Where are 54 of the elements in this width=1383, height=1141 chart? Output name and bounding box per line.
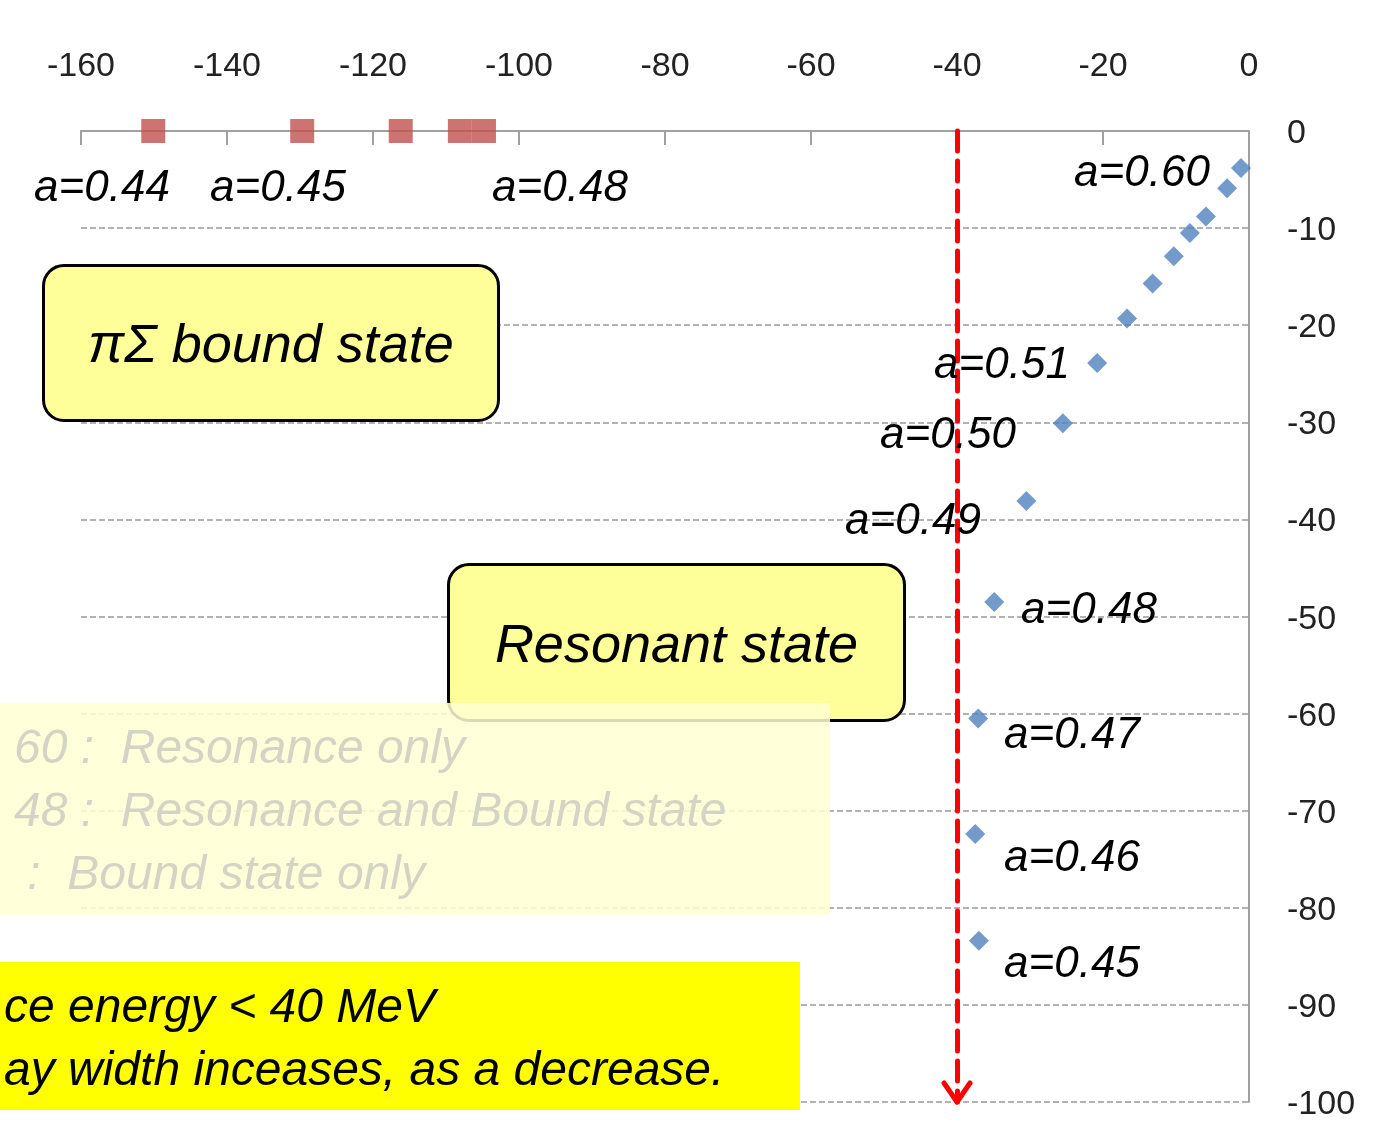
y-tick-label: -20 — [1287, 306, 1337, 345]
y-tick-label: -60 — [1287, 694, 1337, 733]
annotation: a=0.50 — [880, 407, 1017, 457]
x-tick-label: -60 — [786, 45, 836, 83]
annotation: a=0.51 — [934, 337, 1070, 387]
x-tick-label: -100 — [484, 45, 554, 83]
point — [1217, 178, 1238, 199]
point — [471, 119, 496, 143]
y-tick-label: -30 — [1287, 403, 1337, 442]
annotation: a=0.45 — [210, 160, 347, 210]
annotation: a=0.46 — [1004, 830, 1141, 880]
y-tick-label: -50 — [1287, 597, 1337, 636]
x-tick-label: -20 — [1078, 45, 1128, 83]
annotation: a=0.44 — [34, 160, 170, 210]
annotation: a=0.60 — [1074, 145, 1211, 195]
annotation: a=0.48 — [1021, 582, 1158, 632]
annotation: a=0.47 — [1004, 707, 1142, 757]
point — [1087, 353, 1108, 374]
y-tick-label: -40 — [1287, 500, 1337, 539]
x-tick-label: -40 — [932, 45, 982, 83]
x-tick-label: -160 — [46, 45, 116, 83]
point — [1016, 490, 1037, 511]
point — [1230, 157, 1251, 178]
y-tick-label: -90 — [1287, 985, 1337, 1024]
x-tick-label: 0 — [1239, 45, 1259, 83]
point — [965, 824, 986, 844]
point — [447, 119, 472, 143]
point — [1179, 222, 1200, 243]
point — [388, 119, 413, 143]
point — [141, 119, 166, 143]
note-box: ce energy < 40 MeV ay width inceases, as a decrease. — [0, 962, 800, 1110]
point — [290, 119, 315, 143]
y-tick-label: 0 — [1287, 112, 1306, 150]
y-tick-label: -80 — [1287, 888, 1337, 927]
point — [1052, 413, 1073, 434]
point — [1163, 246, 1184, 267]
y-tick-label: -10 — [1287, 209, 1337, 248]
point — [984, 591, 1005, 612]
point — [1142, 273, 1163, 294]
annotation: a=0.49 — [845, 493, 981, 543]
x-tick-label: -120 — [338, 45, 408, 83]
point — [968, 930, 989, 951]
annotation: a=0.48 — [492, 160, 629, 210]
callout-box: πΣ bound state — [42, 264, 500, 422]
x-tick-label: -80 — [640, 45, 690, 83]
annotation: ay width inceases, as a decrease. — [4, 1041, 726, 1097]
point — [1117, 308, 1138, 329]
point — [968, 708, 989, 729]
y-tick-label: -100 — [1287, 1083, 1356, 1121]
annotation: ce energy < 40 MeV — [4, 978, 440, 1034]
point — [1195, 206, 1216, 227]
y-tick-label: -70 — [1287, 791, 1337, 830]
annotation: a=0.45 — [1004, 936, 1141, 986]
x-tick-label: -140 — [192, 45, 262, 83]
